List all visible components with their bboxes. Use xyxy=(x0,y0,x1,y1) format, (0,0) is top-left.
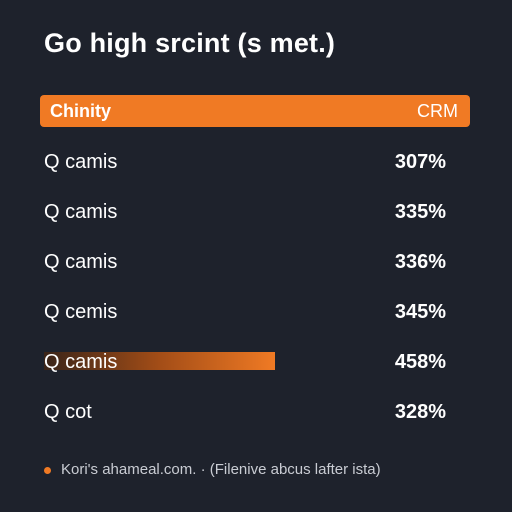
row-label: Q camis xyxy=(44,251,118,273)
table-row: Q cemis 345% xyxy=(44,298,446,328)
table-row: Q camis 458% xyxy=(44,348,446,378)
row-label: Q camis xyxy=(44,201,118,223)
row-highlight xyxy=(44,352,275,370)
row-value: 458% xyxy=(394,351,446,373)
row-label: Q camis xyxy=(44,351,118,373)
row-value: 345% xyxy=(394,301,446,323)
column-header: CRM xyxy=(417,101,458,121)
table-row: Q cot 328% xyxy=(44,398,446,428)
row-label: Q camis xyxy=(44,151,118,173)
column-header: Chinity xyxy=(50,101,111,121)
row-value: 307% xyxy=(394,151,446,173)
row-value: 328% xyxy=(394,401,446,423)
footer-dot xyxy=(44,466,51,474)
table-header: Chinity CRM xyxy=(40,95,470,127)
footer: Kori's ahameal.com. · (Filenive abcus la… xyxy=(44,461,381,478)
row-label: Q cemis xyxy=(44,301,118,323)
footer-note: Kori's ahameal.com. · (Filenive abcus la… xyxy=(61,461,381,478)
table-row: Q camis 336% xyxy=(44,248,446,278)
title: Go high srcint (s met.) xyxy=(44,28,336,58)
table-row: Q camis 307% xyxy=(44,148,446,178)
table-row: Q camis 335% xyxy=(44,198,446,228)
row-label: Q cot xyxy=(44,401,92,423)
row-value: 336% xyxy=(394,251,446,273)
row-value: 335% xyxy=(394,201,446,223)
